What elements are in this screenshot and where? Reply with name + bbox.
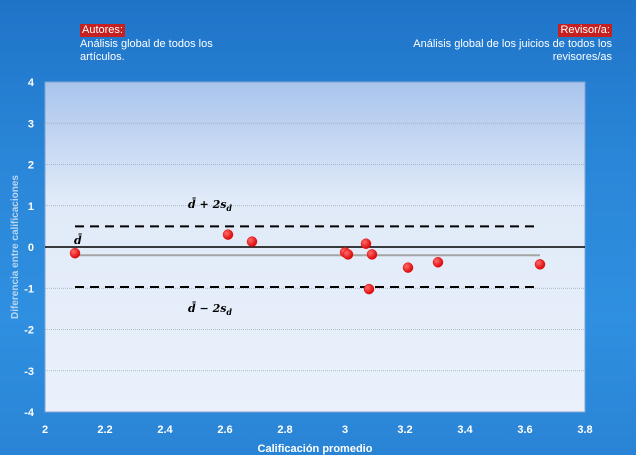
- y-tick-label: 1: [28, 201, 34, 213]
- tick-labels: 4 3 2 1 0 -1 -2 -3 -4 2 2.2 2.4 2.6 2.8 3 3.2 3.4 3.6 3.8: [24, 77, 592, 436]
- x-tick-label: 3.4: [457, 424, 473, 436]
- data-point: [69, 247, 81, 259]
- x-tick-label: 2: [42, 424, 48, 436]
- x-tick-label: 3.6: [517, 424, 532, 436]
- mean-label: d̄: [74, 233, 83, 247]
- reviewer-tag: Revisor/a:: [558, 24, 612, 37]
- data-point: [534, 259, 546, 270]
- x-tick-label: 3: [342, 424, 348, 436]
- lower-limit-label: d̄ − 2sd: [188, 301, 232, 317]
- x-tick-label: 3.2: [397, 424, 412, 436]
- authors-text: Análisis global de todos los artículos.: [80, 38, 213, 63]
- x-tick-label: 2.4: [157, 424, 173, 436]
- upper-limit-label: d̄ + 2sd: [188, 197, 232, 213]
- y-tick-label: -3: [24, 366, 34, 378]
- reviewer-annotation: Revisor/a: Análisis global de los juicio…: [412, 24, 612, 64]
- data-points: [69, 229, 546, 295]
- reference-lines: [45, 225, 585, 289]
- y-tick-label: 2: [28, 160, 34, 172]
- authors-tag: Autores:: [80, 24, 125, 37]
- x-tick-label: 2.2: [97, 424, 112, 436]
- data-point: [360, 238, 372, 249]
- data-point: [342, 249, 354, 260]
- data-point: [402, 262, 414, 273]
- x-tick-label: 2.6: [217, 424, 232, 436]
- x-tick-label: 2.8: [277, 424, 292, 436]
- y-tick-label: 0: [28, 242, 34, 254]
- y-tick-label: 4: [28, 77, 35, 89]
- data-point: [366, 249, 378, 260]
- data-point: [246, 236, 258, 247]
- authors-annotation: Autores: Análisis global de todos los ar…: [80, 24, 250, 64]
- grid-layer: [45, 122, 585, 372]
- data-point: [222, 229, 234, 240]
- x-tick-label: 3.8: [577, 424, 592, 436]
- x-axis-label: Calificación promedio: [258, 443, 373, 455]
- data-point: [363, 283, 375, 295]
- y-tick-label: 3: [28, 118, 34, 130]
- y-tick-label: -2: [24, 325, 34, 337]
- y-tick-label: -4: [24, 407, 35, 419]
- reviewer-text: Análisis global de los juicios de todos …: [413, 38, 612, 63]
- data-point: [432, 257, 444, 268]
- y-axis-label: Diferencia entre calificaciones: [10, 175, 21, 319]
- y-tick-label: -1: [24, 283, 34, 295]
